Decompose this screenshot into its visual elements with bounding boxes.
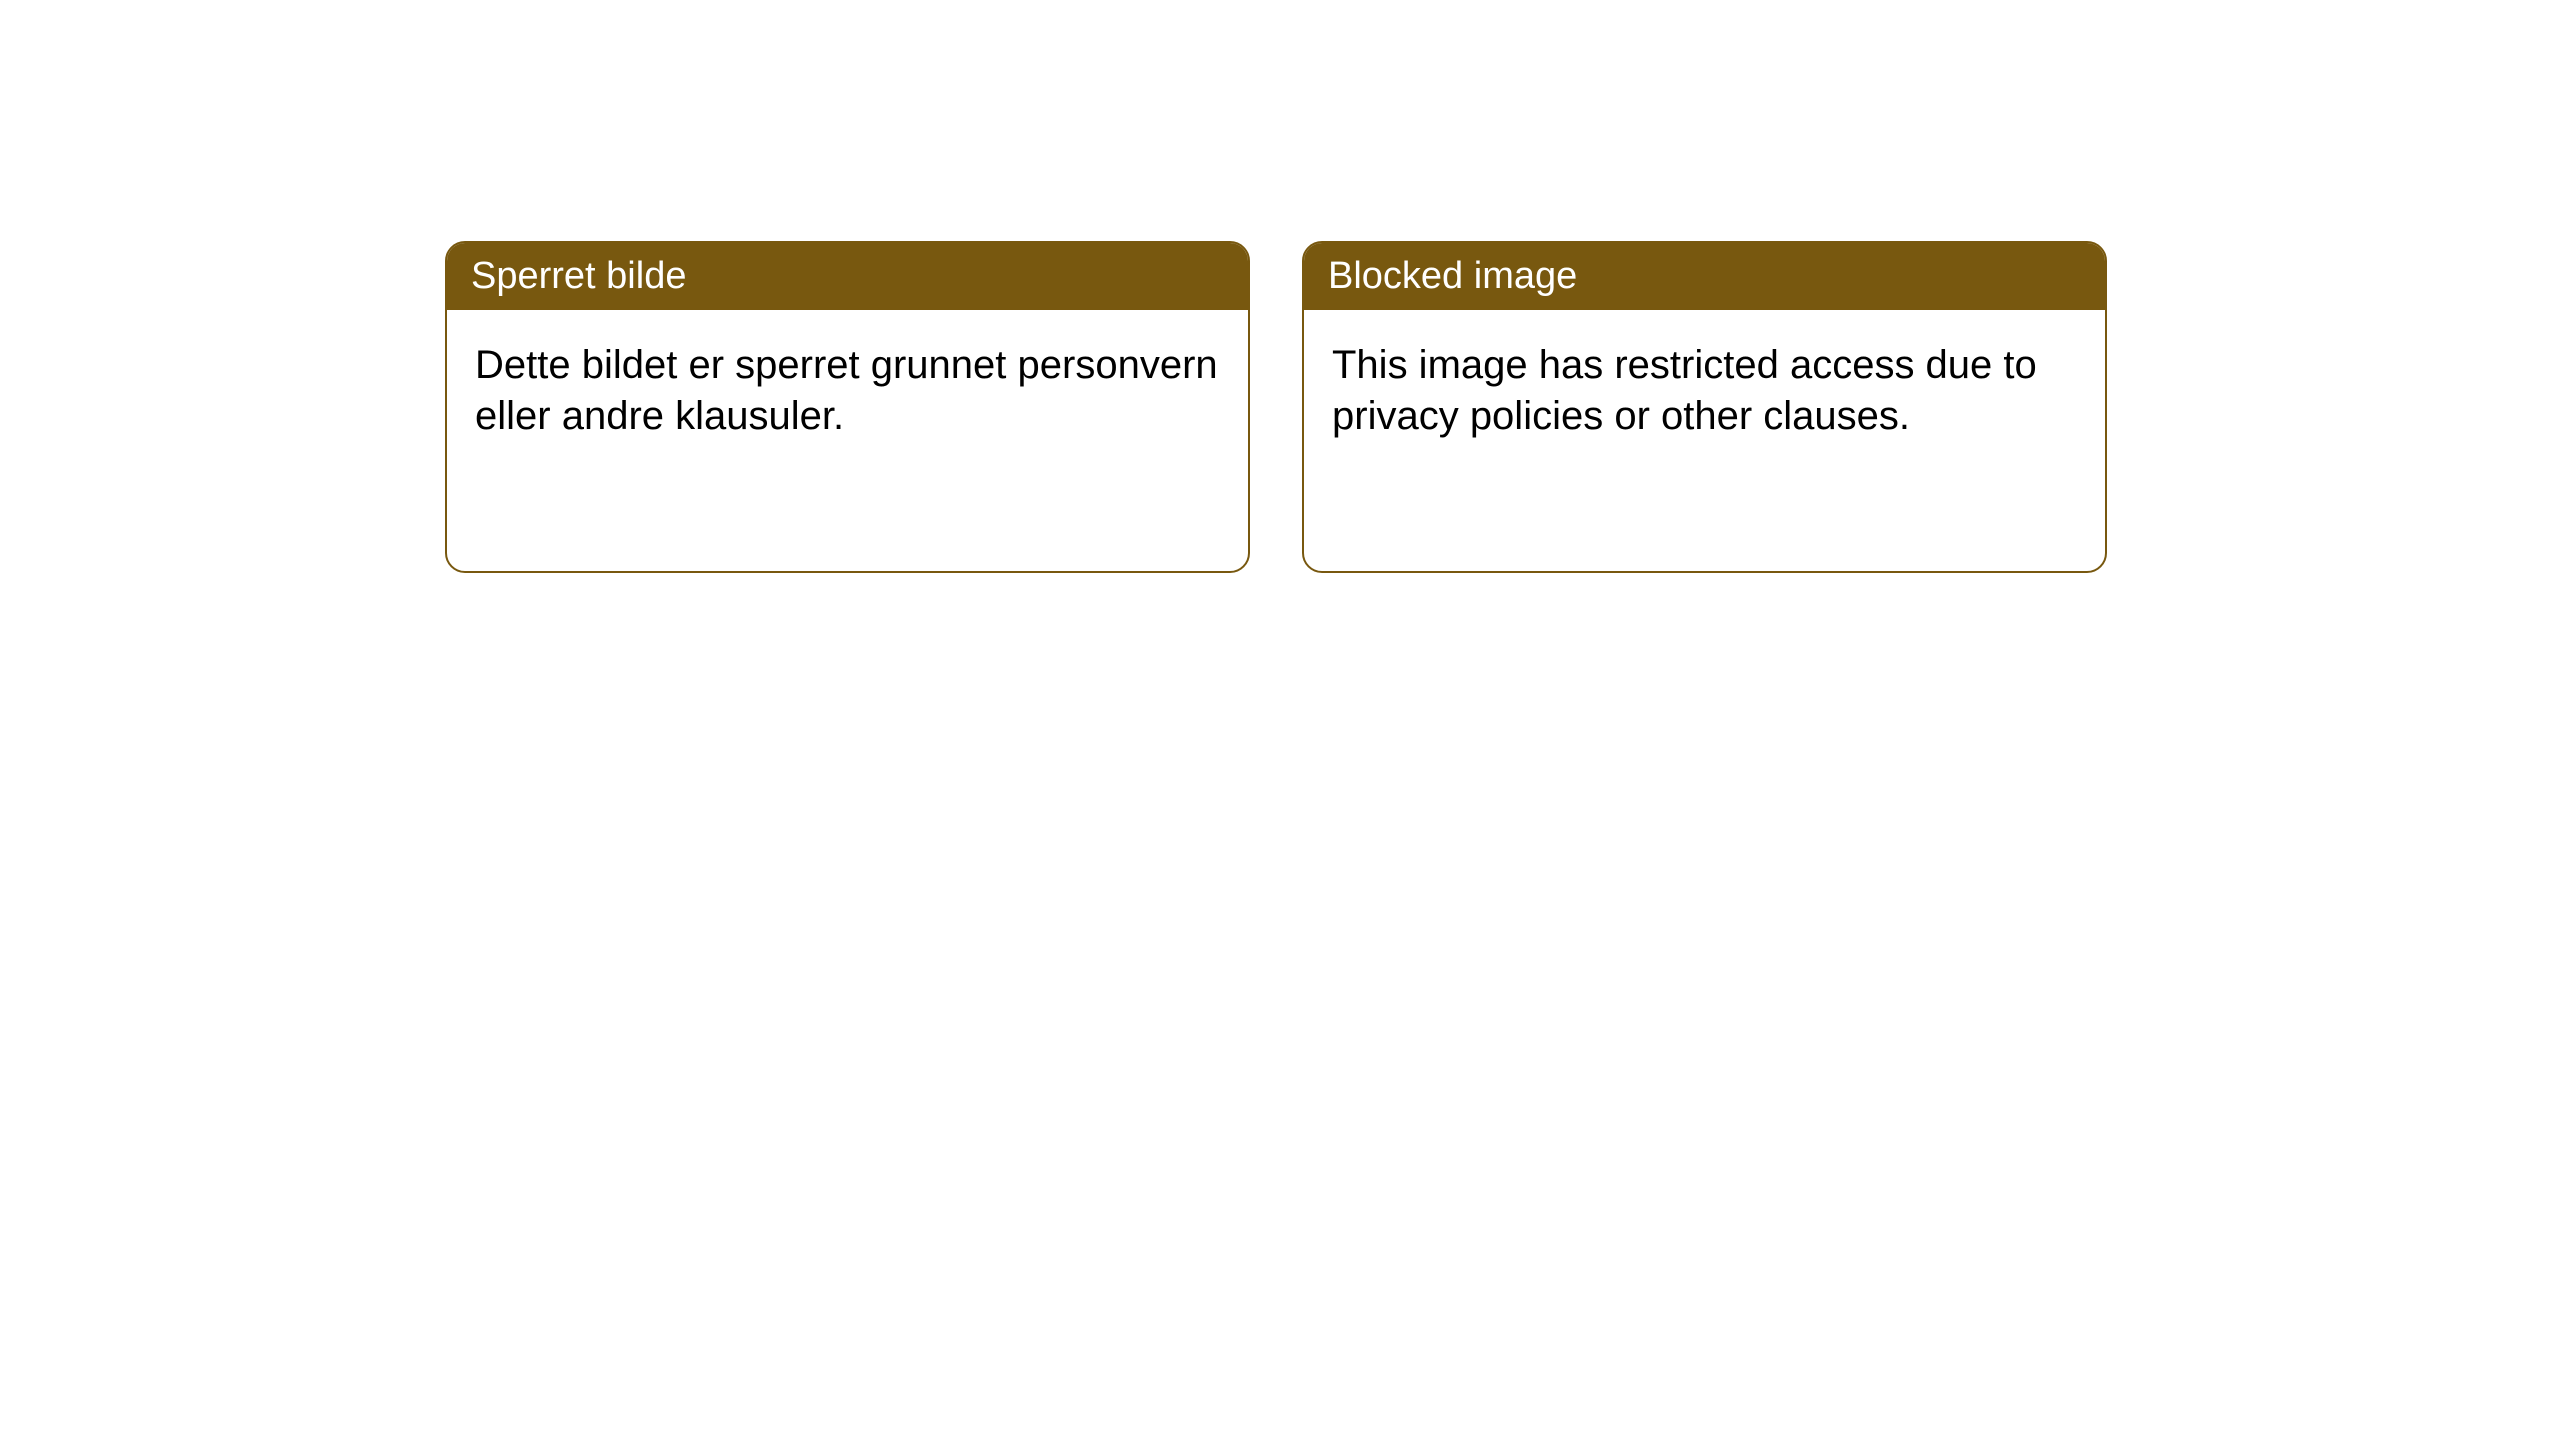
card-body-english: This image has restricted access due to …: [1304, 310, 2105, 472]
card-text-norwegian: Dette bildet er sperret grunnet personve…: [475, 343, 1218, 438]
card-title-english: Blocked image: [1328, 255, 1577, 297]
card-header-norwegian: Sperret bilde: [447, 243, 1248, 310]
card-title-norwegian: Sperret bilde: [471, 255, 686, 297]
card-body-norwegian: Dette bildet er sperret grunnet personve…: [447, 310, 1248, 472]
card-header-english: Blocked image: [1304, 243, 2105, 310]
blocked-image-card-english: Blocked image This image has restricted …: [1302, 241, 2107, 573]
notice-container: Sperret bilde Dette bildet er sperret gr…: [0, 0, 2560, 573]
card-text-english: This image has restricted access due to …: [1332, 343, 2037, 438]
blocked-image-card-norwegian: Sperret bilde Dette bildet er sperret gr…: [445, 241, 1250, 573]
